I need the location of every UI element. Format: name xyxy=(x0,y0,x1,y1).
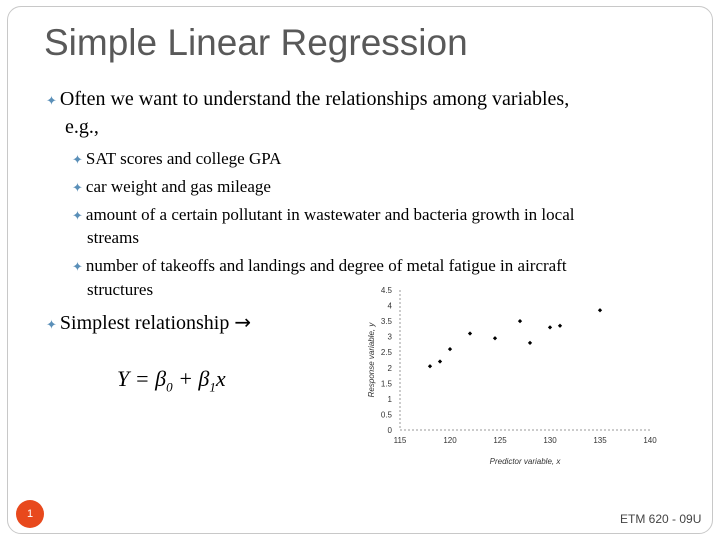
slide-frame xyxy=(7,6,713,534)
x-tick-label: 125 xyxy=(493,436,507,445)
formula-plus: + xyxy=(172,366,199,391)
y-axis-title: Response variable, y xyxy=(367,322,376,398)
bullet-1: ✦ Often we want to understand the relatio… xyxy=(46,87,569,114)
formula-beta0: β xyxy=(155,366,167,391)
bullet-icon: ✦ xyxy=(72,153,83,168)
right-arrow-icon: → xyxy=(234,310,252,334)
sub-bullet-3-continuation: streams xyxy=(87,228,139,247)
sub-bullet-1-text: SAT scores and college GPA xyxy=(85,149,282,168)
bullet-icon: ✦ xyxy=(72,260,83,275)
formula-sub1: 1 xyxy=(209,379,216,395)
x-tick-label: 135 xyxy=(593,436,607,445)
sub-bullet-1: ✦ SAT scores and college GPA xyxy=(72,148,281,171)
y-tick-label: 2.5 xyxy=(381,348,393,357)
formula-sub0: 0 xyxy=(166,379,173,395)
y-tick-label: 3.5 xyxy=(381,317,393,326)
sub-bullet-3-text: amount of a certain pollutant in wastewa… xyxy=(85,205,575,224)
sub-bullet-3: ✦ amount of a certain pollutant in wastew… xyxy=(72,204,574,227)
bullet-2-text: Simplest relationship xyxy=(59,312,230,334)
bullet-1-continuation: e.g., xyxy=(65,116,99,138)
formula-beta1: β xyxy=(198,366,210,391)
y-tick-label: 4 xyxy=(388,302,393,311)
y-tick-label: 3 xyxy=(388,333,393,342)
sub-bullet-2-text: car weight and gas mileage xyxy=(85,177,271,196)
x-tick-label: 140 xyxy=(643,436,657,445)
bullet-1-text: Often we want to understand the relation… xyxy=(59,88,570,110)
sub-bullet-4-text: number of takeoffs and landings and degr… xyxy=(85,256,567,275)
y-tick-label: 0 xyxy=(388,426,393,435)
formula-lhs: Y = xyxy=(117,366,156,391)
data-point xyxy=(557,323,563,328)
data-point xyxy=(527,340,533,346)
y-tick-label: 2 xyxy=(388,364,393,373)
x-tick-label: 115 xyxy=(394,436,407,445)
x-tick-label: 130 xyxy=(543,436,557,445)
y-tick-label: 0.5 xyxy=(381,410,393,419)
data-point xyxy=(492,336,498,341)
sub-bullet-4-continuation: structures xyxy=(87,280,154,299)
bullet-icon: ✦ xyxy=(72,209,83,224)
x-axis-title: Predictor variable, x xyxy=(490,457,562,466)
data-point xyxy=(437,359,443,364)
y-tick-label: 4.5 xyxy=(381,286,393,295)
scatter-chart: 0 0.5 1 1.5 2 2.5 3 3.5 4 4.5 115 120 125 130 135 140 Pr… xyxy=(367,286,657,466)
sub-bullet-4: ✦ number of takeoffs and landings and deg… xyxy=(72,255,567,278)
bullet-icon: ✦ xyxy=(46,94,57,109)
x-tick-label: 120 xyxy=(443,436,457,445)
data-point xyxy=(427,364,433,369)
footer-text: ETM 620 - 09U xyxy=(620,512,702,526)
slide-number-badge: 1 xyxy=(16,500,44,528)
formula-x: x xyxy=(215,366,226,391)
data-point xyxy=(517,318,523,324)
y-tick-label: 1 xyxy=(388,395,393,404)
y-tick-label: 1.5 xyxy=(381,379,393,388)
data-point xyxy=(447,346,453,352)
bullet-2: ✦ Simplest relationship → xyxy=(46,310,251,338)
regression-formula: Y = β0 + β1x xyxy=(117,366,226,395)
bullet-icon: ✦ xyxy=(72,181,83,196)
data-point xyxy=(597,308,603,313)
slide-title: Simple Linear Regression xyxy=(44,22,468,63)
bullet-icon: ✦ xyxy=(46,318,57,333)
data-point xyxy=(467,331,473,336)
sub-bullet-2: ✦ car weight and gas mileage xyxy=(72,176,271,199)
data-point xyxy=(547,325,553,330)
